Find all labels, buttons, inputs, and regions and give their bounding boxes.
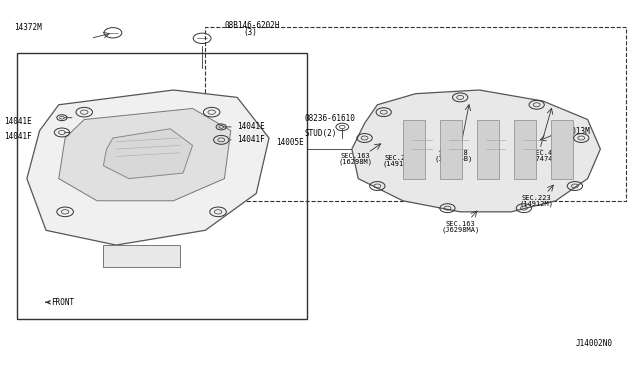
Text: SEC.470: SEC.470 — [531, 150, 561, 156]
Polygon shape — [103, 245, 180, 267]
Text: FRONT: FRONT — [46, 298, 75, 307]
Text: 08236-61610: 08236-61610 — [304, 114, 355, 123]
Text: 14041F: 14041F — [237, 135, 265, 144]
Text: SEC.223: SEC.223 — [385, 155, 415, 161]
Text: (16298M): (16298M) — [338, 158, 372, 165]
Text: (47474+A): (47474+A) — [527, 155, 565, 162]
Text: STUD(2): STUD(2) — [304, 129, 337, 138]
Text: (14912M): (14912M) — [383, 160, 417, 167]
Bar — [550, 119, 573, 179]
Polygon shape — [27, 90, 269, 245]
Bar — [440, 119, 462, 179]
Text: (11B23+B): (11B23+B) — [435, 155, 473, 162]
Text: 14372M: 14372M — [14, 23, 42, 32]
Text: 14041F: 14041F — [4, 132, 33, 141]
Text: (3): (3) — [244, 28, 257, 37]
Text: 14041E: 14041E — [4, 117, 33, 126]
Bar — [403, 119, 425, 179]
Text: 14005E: 14005E — [276, 138, 304, 147]
Bar — [205, 27, 626, 201]
Text: SEC.118: SEC.118 — [439, 150, 468, 156]
Bar — [477, 119, 499, 179]
Text: (14912M): (14912M) — [520, 201, 554, 207]
Text: 14013M: 14013M — [562, 127, 590, 136]
Bar — [17, 53, 307, 319]
Text: SEC.223: SEC.223 — [522, 195, 552, 201]
Polygon shape — [352, 90, 600, 212]
Text: SEC.163: SEC.163 — [445, 221, 475, 227]
Text: (J6298MA): (J6298MA) — [441, 227, 479, 233]
Bar — [514, 119, 536, 179]
Text: J14002N0: J14002N0 — [576, 340, 613, 349]
Polygon shape — [103, 129, 193, 179]
Text: 08B146-6202H: 08B146-6202H — [225, 21, 280, 30]
Text: SEC.163: SEC.163 — [340, 153, 370, 159]
Polygon shape — [59, 109, 231, 201]
Text: 14041E: 14041E — [237, 122, 265, 131]
